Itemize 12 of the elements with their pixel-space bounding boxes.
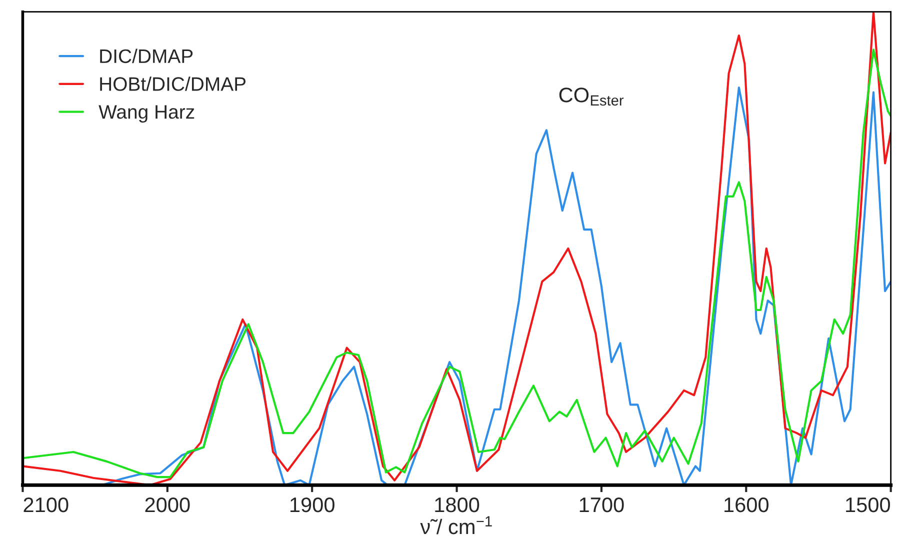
x-tick-label: 1800: [435, 497, 480, 512]
x-tick-label: 1900: [290, 497, 334, 512]
x-tick-label: 2000: [145, 497, 190, 512]
legend-label: Wang Harz: [98, 105, 194, 123]
x-axis-title: ν̃ / cm$^{−1}$: [420, 516, 492, 534]
x-tick-label: 1600: [724, 497, 768, 512]
x-tick-label: 1700: [580, 497, 624, 512]
legend-label: HOBt/DIC/DMAP: [100, 76, 246, 91]
legend-label: DIC/DMAP: [100, 48, 193, 64]
x-tick-label: 1500: [846, 497, 890, 512]
x-tick-label: 2100: [24, 497, 68, 512]
annotation: CO$_{Ester}$: [559, 88, 624, 106]
